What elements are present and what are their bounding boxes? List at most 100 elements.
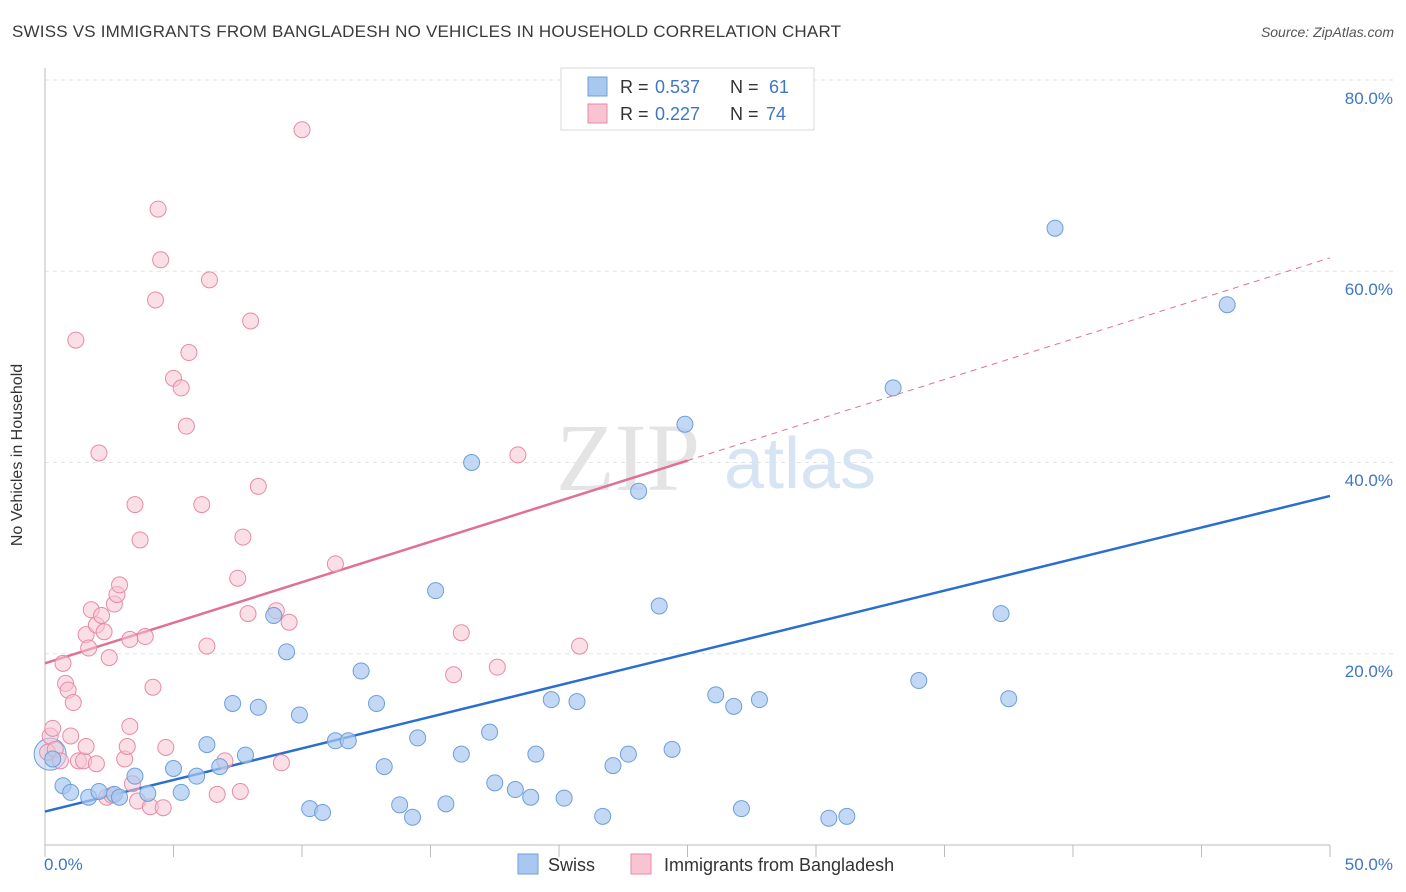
point-bangladesh-64	[445, 666, 463, 684]
point-swiss-17	[265, 607, 283, 624]
point-bangladesh-9	[64, 694, 82, 712]
point-swiss-57	[992, 605, 1010, 623]
point-swiss-30	[427, 582, 445, 600]
point-bangladesh-36	[136, 628, 154, 646]
chart-title: SWISS VS IMMIGRANTS FROM BANGLADESH NO V…	[12, 22, 842, 41]
point-swiss-60	[1218, 296, 1236, 314]
legend-n-label-bangladesh: N =	[730, 104, 759, 124]
point-bangladesh-62	[293, 121, 311, 139]
point-bangladesh-8	[62, 727, 80, 745]
point-bangladesh-10	[67, 331, 85, 349]
point-swiss-32	[452, 745, 470, 763]
tick-labels: 0.0% 50.0% 80.0% 60.0% 40.0% 20.0%	[44, 89, 1393, 874]
point-swiss-29	[409, 729, 427, 747]
point-bangladesh-63	[326, 555, 344, 573]
trendline-bangladesh-extension	[687, 257, 1331, 462]
bottom-legend-swatch-swiss	[517, 853, 539, 875]
point-bangladesh-66	[488, 658, 506, 676]
top-legend: R = 0.537 N = 61 R = 0.227 N = 74	[560, 67, 815, 131]
watermark: ZIP atlas	[556, 404, 876, 511]
point-swiss-51	[732, 800, 750, 818]
point-swiss-21	[314, 803, 332, 821]
point-swiss-42	[594, 807, 612, 825]
point-swiss-25	[368, 694, 386, 712]
trendlines	[44, 257, 1331, 813]
point-swiss-24	[352, 662, 370, 680]
point-swiss-0	[44, 750, 62, 768]
point-swiss-19	[290, 706, 308, 724]
point-swiss-59	[1046, 219, 1064, 237]
point-bangladesh-20	[93, 607, 111, 624]
point-swiss-27	[391, 796, 409, 814]
legend-n-label-swiss: N =	[730, 77, 759, 97]
point-swiss-49	[707, 686, 725, 704]
point-swiss-50	[725, 697, 743, 715]
point-swiss-44	[619, 745, 637, 763]
point-bangladesh-48	[193, 496, 211, 514]
points	[33, 121, 1236, 827]
point-bangladesh-33	[126, 496, 144, 514]
point-bangladesh-65	[452, 624, 470, 642]
trendline-bangladesh	[44, 459, 688, 665]
trendline-swiss	[44, 494, 1331, 813]
point-bangladesh-41	[152, 251, 170, 269]
point-bangladesh-67	[509, 446, 527, 464]
point-bangladesh-15	[80, 639, 98, 657]
point-swiss-36	[506, 781, 524, 799]
legend-r-label-bangladesh: R =	[620, 104, 649, 124]
point-swiss-37	[522, 788, 540, 806]
point-swiss-41	[568, 693, 586, 711]
point-bangladesh-17	[87, 755, 105, 773]
legend-n-value-bangladesh: 74	[766, 104, 786, 124]
point-bangladesh-54	[231, 782, 249, 800]
point-bangladesh-45	[172, 379, 190, 397]
point-bangladesh-57	[242, 312, 260, 330]
y-tick-80: 80.0%	[1345, 89, 1393, 108]
point-swiss-14	[224, 694, 242, 712]
point-bangladesh-35	[131, 531, 149, 549]
y-tick-20: 20.0%	[1345, 662, 1393, 681]
point-bangladesh-40	[149, 200, 167, 218]
point-swiss-53	[820, 809, 838, 827]
point-swiss-28	[404, 808, 422, 826]
point-bangladesh-60	[272, 754, 290, 772]
point-bangladesh-56	[239, 605, 257, 623]
legend-r-value-swiss: 0.537	[655, 77, 700, 97]
point-bangladesh-39	[147, 291, 165, 309]
point-swiss-38	[527, 745, 545, 763]
legend-r-label-swiss: R =	[620, 77, 649, 97]
point-swiss-12	[198, 736, 216, 754]
y-tick-40: 40.0%	[1345, 471, 1393, 490]
axes	[44, 68, 1331, 857]
point-bangladesh-58	[249, 477, 267, 495]
point-bangladesh-29	[118, 738, 136, 756]
point-bangladesh-49	[198, 637, 216, 655]
point-bangladesh-51	[208, 785, 226, 803]
watermark-atlas: atlas	[724, 424, 876, 504]
point-swiss-58	[1000, 690, 1018, 708]
source-label: Source: ZipAtlas.com	[1260, 24, 1394, 40]
point-swiss-46	[650, 597, 668, 615]
point-bangladesh-42	[154, 799, 172, 817]
point-swiss-56	[910, 672, 928, 690]
point-bangladesh-2	[44, 719, 62, 737]
point-bangladesh-68	[571, 637, 589, 655]
bottom-legend: Swiss Immigrants from Bangladesh	[517, 853, 894, 875]
point-bangladesh-43	[157, 738, 175, 756]
legend-r-value-bangladesh: 0.227	[655, 104, 700, 124]
point-bangladesh-50	[200, 271, 218, 289]
point-swiss-48	[676, 415, 694, 433]
point-bangladesh-19	[90, 444, 108, 462]
point-swiss-13	[211, 758, 229, 776]
point-bangladesh-14	[77, 738, 95, 756]
point-bangladesh-23	[100, 649, 118, 667]
point-swiss-45	[630, 482, 648, 500]
point-bangladesh-27	[111, 576, 129, 594]
point-swiss-43	[604, 757, 622, 775]
bottom-legend-swatch-bangladesh	[630, 853, 652, 875]
bottom-legend-label-swiss: Swiss	[548, 855, 595, 875]
point-bangladesh-61	[280, 613, 298, 631]
point-swiss-39	[542, 691, 560, 709]
point-swiss-6	[111, 788, 129, 806]
